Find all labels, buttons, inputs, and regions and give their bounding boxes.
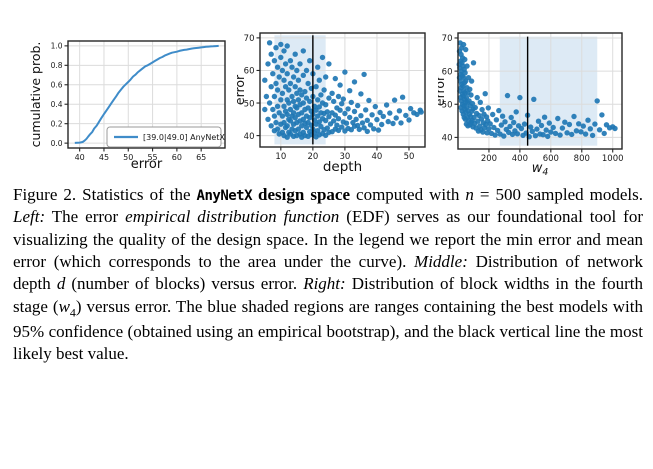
caption-segment: computed with: [350, 185, 466, 204]
figure-caption: Figure 2. Statistics of the AnyNetX desi…: [13, 184, 643, 365]
svg-text:40: 40: [244, 132, 255, 142]
svg-text:10: 10: [275, 152, 286, 162]
edf-plot: 40 45 50 55 60 65 0.0 0.2 0.4 0.6 0.8 1.0 error cumul…: [28, 40, 226, 172]
y-axis-label: error: [438, 75, 447, 106]
legend-box: [106, 126, 222, 148]
svg-text:50: 50: [442, 100, 453, 110]
x-axis-label: depth: [323, 159, 362, 175]
caption-segment: Figure 2. Statistics of the: [13, 185, 197, 204]
caption-segment: n: [465, 185, 474, 204]
svg-text:50: 50: [244, 99, 255, 109]
caption-segment: The error: [45, 207, 126, 227]
svg-text:0.6: 0.6: [51, 81, 63, 90]
y-axis-label: error: [232, 74, 247, 105]
svg-text:200: 200: [481, 154, 497, 164]
svg-text:55: 55: [147, 153, 157, 162]
caption-segment: = 500 sampled models.: [473, 185, 643, 204]
edf-curve: [74, 44, 219, 144]
svg-text:20: 20: [307, 152, 318, 162]
x-axis-label: error: [131, 157, 163, 172]
svg-text:60: 60: [442, 67, 453, 77]
svg-text:0.4: 0.4: [51, 100, 63, 109]
svg-text:60: 60: [172, 153, 182, 162]
svg-text:0.0: 0.0: [51, 139, 63, 148]
caption-segment: empirical distribution function: [125, 207, 340, 227]
svg-text:600: 600: [543, 154, 559, 164]
figure-2-plots: 40 45 50 55 60 65 0.0 0.2 0.4 0.6 0.8 1.0 error cumul…: [0, 0, 653, 183]
caption-segment: AnyNetX: [196, 188, 253, 204]
caption-segment: Distribution of network depth: [13, 252, 643, 294]
depth-scatter-plot: 10 20 30 40 50 40 50 60 70 depth error: [232, 32, 426, 175]
caption-segment: Middle:: [414, 252, 468, 272]
svg-text:60: 60: [244, 67, 255, 77]
svg-text:1.0: 1.0: [51, 42, 63, 51]
svg-text:65: 65: [196, 153, 206, 162]
svg-text:45: 45: [99, 153, 109, 162]
caption-segment: w: [58, 296, 70, 316]
svg-text:400: 400: [512, 154, 528, 164]
caption-segment: d: [56, 274, 66, 294]
svg-text:40: 40: [442, 134, 453, 144]
caption-segment: ) versus error. The blue shaded regions …: [13, 296, 644, 364]
svg-text:40: 40: [75, 153, 85, 162]
svg-text:70: 70: [244, 34, 255, 44]
caption-segment: Right:: [303, 274, 346, 294]
caption-segment: 4: [69, 305, 76, 320]
svg-text:0.8: 0.8: [51, 61, 63, 70]
svg-text:30: 30: [339, 152, 350, 162]
caption-segment: Distribution of block widths in the four…: [13, 274, 643, 316]
svg-text:40: 40: [372, 152, 383, 162]
svg-text:0.2: 0.2: [51, 120, 63, 129]
svg-text:50: 50: [404, 152, 415, 162]
caption-segment: Left:: [13, 207, 46, 227]
y-axis-label: cumulative prob.: [28, 42, 43, 148]
svg-text:800: 800: [574, 154, 590, 164]
legend-label: [39.0|49.0] AnyNetX: [143, 133, 225, 142]
svg-text:50: 50: [123, 153, 133, 162]
svg-text:70: 70: [442, 34, 453, 44]
caption-segment: (EDF) serves as our foundational tool fo…: [13, 207, 643, 272]
caption-segment: (number of blocks) versus error.: [65, 274, 304, 294]
svg-text:1000: 1000: [602, 154, 624, 164]
caption-segment: design space: [252, 185, 351, 204]
